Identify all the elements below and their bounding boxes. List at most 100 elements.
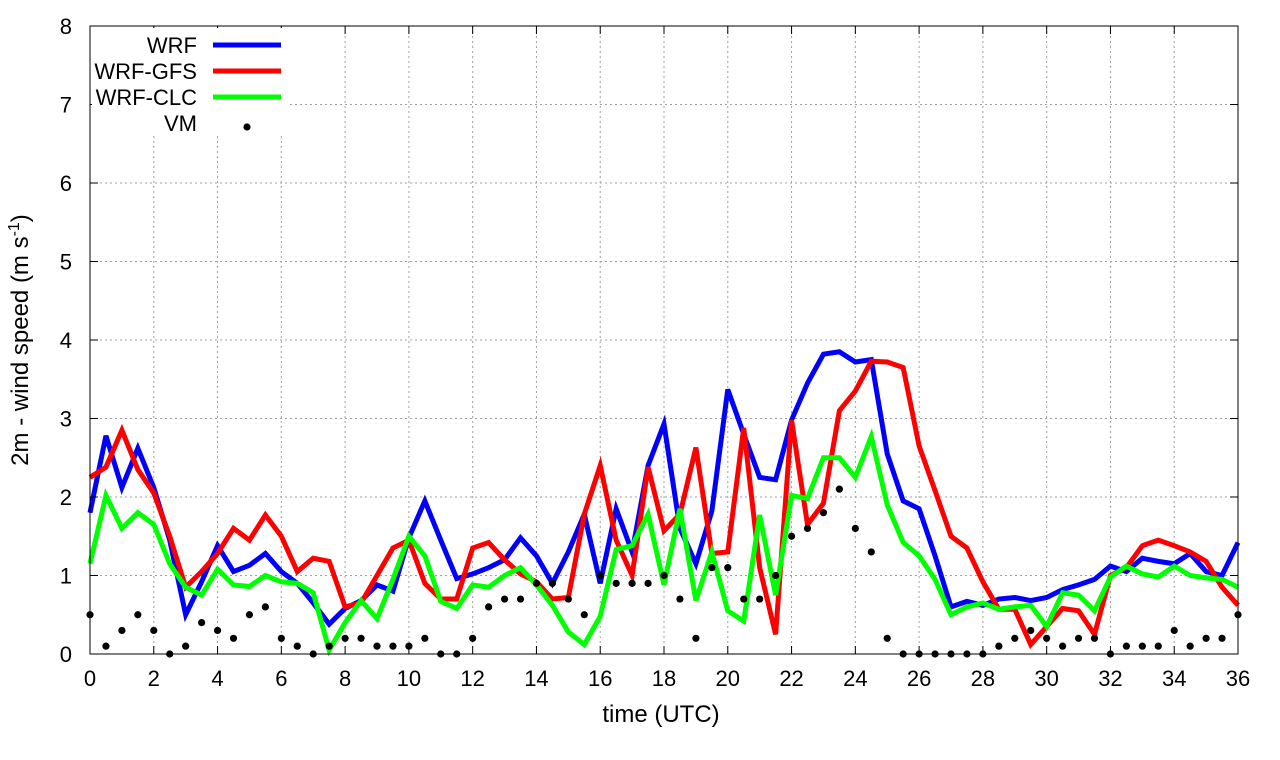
data-point-vm xyxy=(245,611,254,619)
x-tick-label: 18 xyxy=(652,666,676,691)
legend-swatch-vm xyxy=(243,123,251,131)
data-point-vm xyxy=(500,595,509,603)
x-tick-label: 26 xyxy=(907,666,931,691)
y-tick-label: 3 xyxy=(60,407,72,432)
data-point-vm xyxy=(213,626,222,635)
data-point-vm xyxy=(867,548,875,556)
data-point-vm xyxy=(692,634,700,642)
data-point-vm xyxy=(1218,634,1226,642)
data-point-vm xyxy=(787,532,796,540)
data-point-vm xyxy=(469,634,477,642)
data-point-vm xyxy=(772,571,780,580)
data-point-vm xyxy=(182,642,190,650)
data-point-vm xyxy=(835,485,843,493)
data-point-vm xyxy=(1027,626,1035,635)
data-point-vm xyxy=(580,611,588,619)
x-tick-label: 2 xyxy=(148,666,160,691)
x-tick-label: 36 xyxy=(1226,666,1250,691)
legend-label-wrf-gfs: WRF-GFS xyxy=(94,59,197,84)
data-point-vm xyxy=(1011,634,1019,642)
data-point-vm xyxy=(134,611,142,619)
y-tick-label: 7 xyxy=(60,93,72,118)
data-point-vm xyxy=(628,579,636,587)
data-point-vm xyxy=(1059,642,1067,650)
legend-label-vm: VM xyxy=(164,111,197,136)
y-axis-title-main: 2m - wind speed (m s xyxy=(7,236,34,465)
data-point-vm xyxy=(995,642,1003,650)
legend-label-wrf-clc: WRF-CLC xyxy=(96,85,198,110)
data-point-vm xyxy=(229,634,238,642)
data-point-vm xyxy=(756,595,764,603)
data-point-vm xyxy=(740,595,748,603)
data-point-vm xyxy=(1122,642,1130,650)
y-axis-title-superscript: -1 xyxy=(6,222,23,236)
x-tick-label: 8 xyxy=(339,666,351,691)
series-layer xyxy=(86,349,1242,658)
data-point-vm xyxy=(1154,642,1162,650)
x-tick-label: 28 xyxy=(971,666,995,691)
x-axis-title: time (UTC) xyxy=(602,701,719,728)
data-point-vm xyxy=(1186,642,1194,650)
y-tick-label: 4 xyxy=(60,328,72,353)
data-point-vm xyxy=(373,642,381,650)
data-point-vm xyxy=(708,564,716,572)
data-point-vm xyxy=(102,642,110,650)
x-tick-label: 30 xyxy=(1034,666,1058,691)
y-tick-label: 0 xyxy=(60,642,72,667)
x-tick-label: 10 xyxy=(397,666,421,691)
data-point-vm xyxy=(1090,634,1099,642)
data-point-vm xyxy=(883,634,891,642)
x-tick-label: 14 xyxy=(524,666,548,691)
y-tick-label: 2 xyxy=(60,485,72,510)
y-tick-label: 6 xyxy=(60,171,72,196)
data-point-vm xyxy=(564,595,572,603)
x-tick-label: 4 xyxy=(211,666,223,691)
data-point-vm xyxy=(548,579,556,587)
data-point-vm xyxy=(676,595,684,603)
data-point-vm xyxy=(1138,642,1146,650)
data-point-vm xyxy=(532,579,541,587)
x-tick-label: 6 xyxy=(275,666,287,691)
x-tick-label: 0 xyxy=(84,666,96,691)
data-point-vm xyxy=(851,524,859,533)
data-point-vm xyxy=(803,524,812,533)
data-point-vm xyxy=(150,626,158,635)
x-tick-label: 24 xyxy=(843,666,867,691)
x-tick-label: 32 xyxy=(1098,666,1122,691)
data-point-vm xyxy=(1202,634,1210,642)
legend-label-wrf: WRF xyxy=(147,33,197,58)
data-point-vm xyxy=(118,626,126,635)
data-point-vm xyxy=(1170,626,1178,635)
data-point-vm xyxy=(596,571,604,580)
data-point-vm xyxy=(612,579,620,587)
data-point-vm xyxy=(325,642,333,650)
data-point-vm xyxy=(485,603,493,611)
data-point-vm xyxy=(660,571,668,580)
data-point-vm xyxy=(1043,634,1051,642)
y-tick-label: 1 xyxy=(60,564,72,589)
y-tick-label: 8 xyxy=(60,14,72,39)
data-point-vm xyxy=(724,564,732,572)
data-point-vm xyxy=(644,579,652,587)
data-point-vm xyxy=(389,642,397,650)
data-point-vm xyxy=(357,634,365,642)
y-axis-title: 2m - wind speed (m s-1) xyxy=(6,214,34,466)
data-point-vm xyxy=(341,634,349,642)
series-line-wrf-clc xyxy=(87,428,1240,657)
data-point-vm xyxy=(293,642,301,650)
data-point-vm xyxy=(1074,634,1083,642)
y-tick-label: 5 xyxy=(60,250,72,275)
data-point-vm xyxy=(516,595,525,603)
y-axis-title-close: ) xyxy=(7,214,34,222)
data-point-vm xyxy=(198,619,206,627)
data-point-vm xyxy=(277,634,285,642)
x-tick-label: 16 xyxy=(588,666,612,691)
x-tick-label: 12 xyxy=(460,666,484,691)
data-point-vm xyxy=(261,603,269,611)
series-line-wrf xyxy=(87,349,1241,628)
data-point-vm xyxy=(421,634,429,642)
x-tick-label: 22 xyxy=(779,666,803,691)
